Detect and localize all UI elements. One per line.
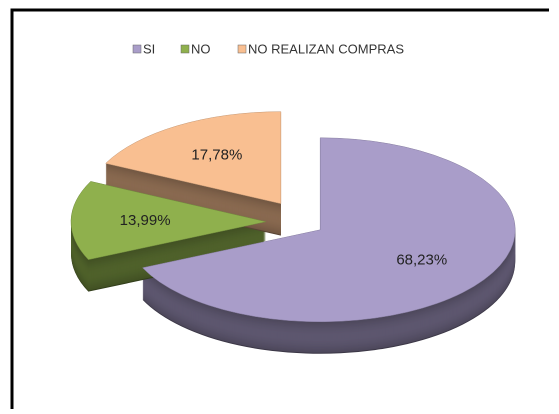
- slice: [105, 111, 282, 204]
- legend-swatch: [237, 44, 247, 54]
- data-label: 17,78%: [191, 146, 242, 163]
- legend-label: NO REALIZAN COMPRAS: [248, 41, 404, 56]
- data-label: 68,23%: [396, 252, 447, 269]
- legend-swatch: [180, 44, 190, 54]
- slice: [70, 181, 267, 260]
- legend-swatch: [132, 44, 142, 54]
- data-labels: 68,23% 13,99% 17,78%: [120, 146, 448, 268]
- frame: [10, 8, 549, 409]
- slice: [142, 137, 516, 323]
- legend: SI NO NO REALIZAN COMPRAS: [132, 41, 404, 56]
- legend-label: NO: [191, 41, 211, 56]
- legend-label: SI: [143, 41, 155, 56]
- data-label: 13,99%: [120, 212, 171, 229]
- pie-tops: [70, 111, 516, 323]
